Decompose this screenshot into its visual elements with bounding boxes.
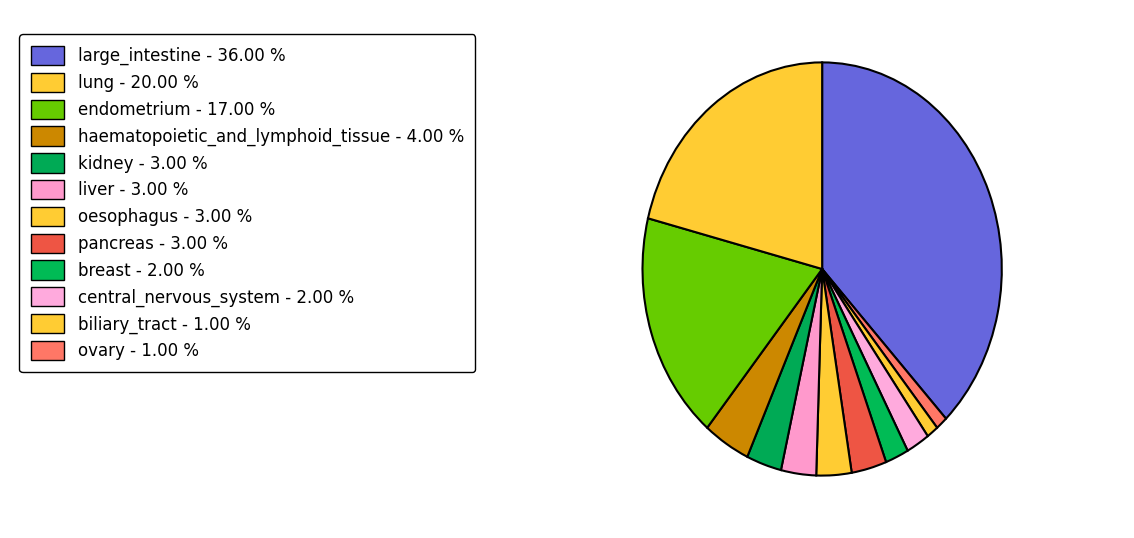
Wedge shape — [822, 62, 1001, 419]
Wedge shape — [643, 218, 822, 428]
Wedge shape — [822, 269, 946, 428]
Wedge shape — [822, 269, 907, 462]
Legend: large_intestine - 36.00 %, lung - 20.00 %, endometrium - 17.00 %, haematopoietic: large_intestine - 36.00 %, lung - 20.00 … — [19, 34, 475, 372]
Wedge shape — [747, 269, 822, 470]
Wedge shape — [822, 269, 886, 473]
Wedge shape — [781, 269, 822, 476]
Wedge shape — [708, 269, 822, 457]
Wedge shape — [822, 269, 928, 451]
Wedge shape — [648, 62, 822, 269]
Wedge shape — [816, 269, 852, 476]
Wedge shape — [822, 269, 937, 436]
